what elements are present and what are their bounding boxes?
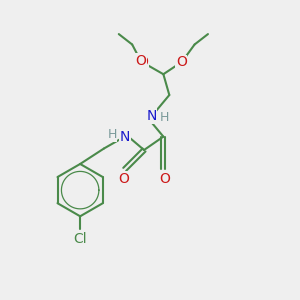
Text: N: N — [119, 130, 130, 144]
Text: O: O — [176, 55, 187, 69]
Text: H: H — [160, 111, 169, 124]
Text: O: O — [159, 172, 170, 186]
Text: O: O — [118, 172, 129, 186]
Text: O: O — [137, 55, 148, 69]
Text: Cl: Cl — [73, 232, 87, 246]
Text: H: H — [107, 128, 117, 141]
Text: O: O — [135, 53, 146, 68]
Text: N: N — [146, 109, 157, 123]
